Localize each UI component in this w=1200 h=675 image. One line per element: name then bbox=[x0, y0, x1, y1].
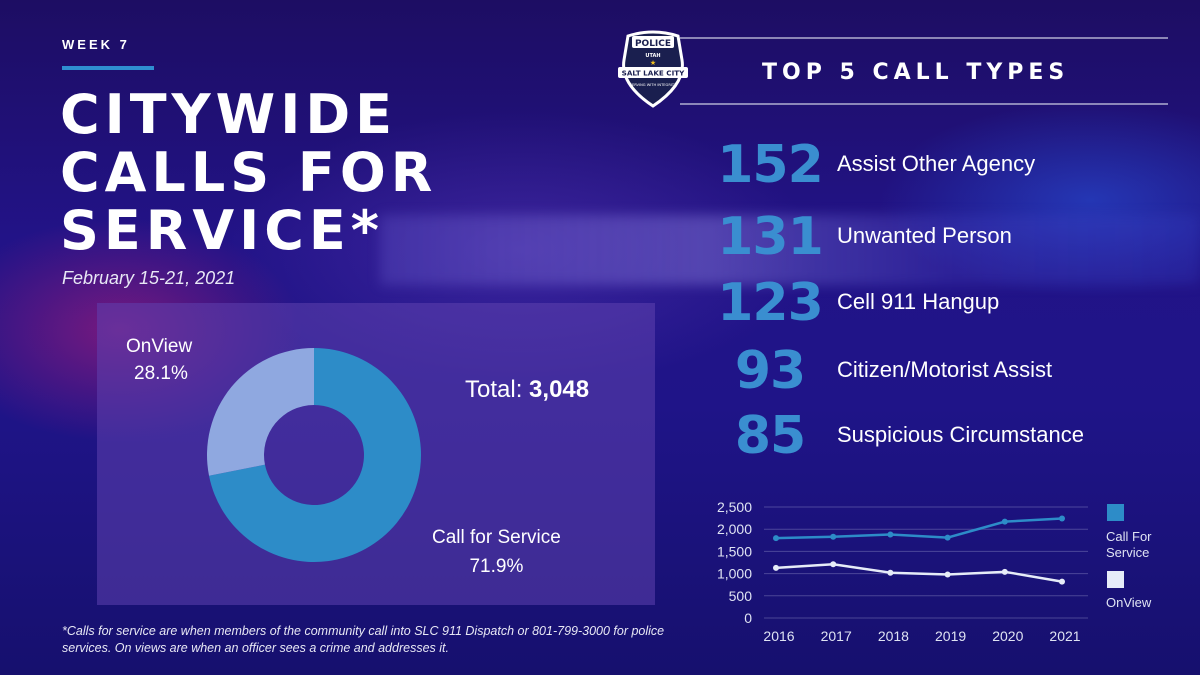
data-point bbox=[944, 534, 951, 541]
logo-star-icon: ★ bbox=[650, 59, 656, 67]
page-title: CITYWIDE CALLS FOR SERVICE* bbox=[60, 86, 480, 260]
legend-label-call-for-service: Call For Service bbox=[1106, 529, 1152, 561]
call-type-row: 131 Unwanted Person bbox=[700, 207, 1180, 267]
call-type-count: 152 bbox=[717, 135, 824, 195]
donut-slice-call-for-service bbox=[209, 348, 421, 562]
onview-name: OnView bbox=[126, 336, 193, 357]
x-tick-label: 2018 bbox=[878, 628, 909, 644]
y-tick-label: 500 bbox=[729, 588, 753, 604]
y-tick-label: 2,000 bbox=[717, 521, 752, 537]
call-for-service-slice-label: Call for Service 71.9% bbox=[432, 523, 561, 581]
total-calls: Total: 3,048 bbox=[465, 376, 589, 404]
call-for-service-percent: 71.9% bbox=[469, 556, 524, 577]
call-type-row: 123 Cell 911 Hangup bbox=[700, 273, 1180, 333]
call-type-count: 123 bbox=[717, 273, 824, 333]
trend-line-chart: 2,500 2,000 1,500 1,000 500 0 2016 2017 2018 2019… bbox=[717, 499, 1088, 644]
data-point bbox=[830, 533, 837, 540]
police-badge-logo: POLICE UTAH ★ SALT LAKE CITY SERVING WIT… bbox=[618, 30, 688, 108]
title-line: SERVICE* bbox=[60, 199, 385, 262]
logo-state-text: UTAH bbox=[645, 53, 660, 59]
total-value: 3,048 bbox=[529, 376, 590, 403]
series-line-call-for-service bbox=[775, 517, 1063, 540]
x-tick-label: 2021 bbox=[1049, 628, 1080, 644]
y-tick-label: 2,500 bbox=[717, 499, 752, 515]
legend-swatch-call-for-service bbox=[1107, 504, 1124, 521]
week-underline bbox=[62, 66, 154, 70]
onview-percent: 28.1% bbox=[134, 363, 188, 384]
legend-line: OnView bbox=[1106, 595, 1152, 610]
call-type-label: Citizen/Motorist Assist bbox=[837, 357, 1053, 382]
x-tick-label: 2020 bbox=[992, 628, 1023, 644]
data-point bbox=[944, 571, 951, 578]
legend-line: Service bbox=[1106, 545, 1150, 560]
footnote: *Calls for service are when members of t… bbox=[62, 624, 665, 655]
data-point bbox=[830, 561, 837, 568]
call-type-label: Suspicious Circumstance bbox=[837, 422, 1084, 447]
data-point bbox=[1059, 578, 1065, 585]
y-tick-label: 0 bbox=[744, 610, 752, 626]
donut-chart bbox=[207, 348, 421, 562]
y-tick-label: 1,500 bbox=[717, 543, 752, 559]
legend-line: Call For bbox=[1106, 529, 1152, 544]
call-type-count: 85 bbox=[734, 406, 806, 466]
call-type-count: 131 bbox=[717, 207, 824, 267]
donut-chart-panel bbox=[97, 303, 655, 605]
call-type-row: 85 Suspicious Circumstance bbox=[700, 406, 1180, 466]
call-type-label: Unwanted Person bbox=[837, 223, 1012, 248]
y-tick-label: 1,000 bbox=[717, 566, 752, 582]
week-label: WEEK 7 bbox=[62, 37, 130, 52]
data-point bbox=[1001, 568, 1008, 575]
x-tick-label: 2016 bbox=[763, 628, 794, 644]
legend-swatch-onview bbox=[1107, 571, 1124, 588]
onview-slice-label: OnView 28.1% bbox=[126, 333, 192, 387]
donut-slice-onview bbox=[207, 348, 314, 476]
call-type-row: 93 Citizen/Motorist Assist bbox=[700, 341, 1180, 401]
call-type-count: 93 bbox=[734, 341, 806, 401]
logo-police-text: POLICE bbox=[635, 39, 671, 49]
title-line: CITYWIDE bbox=[60, 83, 398, 146]
call-type-label: Assist Other Agency bbox=[837, 151, 1036, 176]
top5-title: TOP 5 CALL TYPES bbox=[762, 60, 1070, 85]
x-tick-label: 2017 bbox=[821, 628, 852, 644]
logo-motto-text: SERVING WITH INTEGRITY bbox=[630, 83, 677, 87]
data-point bbox=[887, 531, 894, 538]
call-type-label: Cell 911 Hangup bbox=[837, 289, 1000, 314]
title-line: CALLS FOR bbox=[60, 141, 438, 204]
total-label: Total: bbox=[465, 376, 523, 403]
x-tick-label: 2019 bbox=[935, 628, 966, 644]
data-point bbox=[773, 535, 779, 542]
series-line-onview bbox=[775, 563, 1063, 583]
legend-label-onview: OnView bbox=[1106, 595, 1151, 611]
data-point bbox=[887, 569, 894, 576]
data-point bbox=[773, 564, 779, 571]
title-divider bbox=[680, 103, 1168, 105]
date-range: February 15-21, 2021 bbox=[62, 268, 236, 288]
logo-city-text: SALT LAKE CITY bbox=[622, 69, 686, 78]
call-type-row: 152 Assist Other Agency bbox=[700, 135, 1180, 195]
data-point bbox=[1059, 515, 1065, 522]
call-for-service-name: Call for Service bbox=[432, 527, 561, 548]
data-point bbox=[1001, 518, 1008, 525]
top-divider bbox=[680, 37, 1168, 39]
background-lights bbox=[380, 215, 1200, 285]
